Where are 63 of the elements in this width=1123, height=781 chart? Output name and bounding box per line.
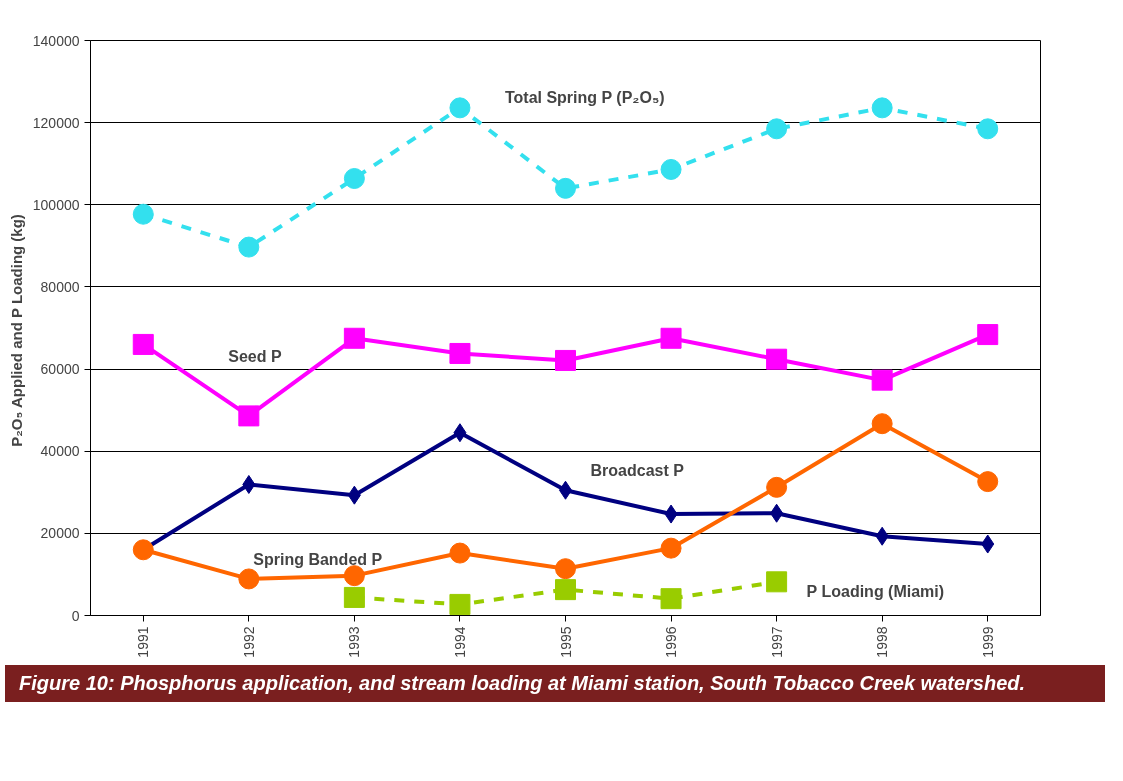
point	[449, 542, 471, 564]
point	[132, 203, 154, 225]
point	[871, 97, 893, 119]
point	[660, 537, 682, 559]
point	[664, 504, 678, 524]
point	[555, 579, 576, 601]
point	[981, 534, 995, 554]
point	[766, 118, 788, 140]
x-tick-label: 1996	[663, 626, 680, 658]
point	[977, 118, 999, 140]
point	[449, 593, 471, 615]
y-tick-label: 40000	[40, 443, 80, 460]
point	[555, 558, 576, 580]
point	[770, 503, 784, 523]
y-tick-label: 120000	[32, 114, 80, 131]
point	[343, 586, 365, 608]
point	[766, 348, 788, 370]
point	[453, 423, 467, 443]
point	[977, 471, 999, 493]
point	[343, 565, 365, 587]
y-tick-label: 20000	[40, 525, 80, 542]
series-label: P Loading (Miami)	[806, 583, 945, 601]
y-tick-label: 140000	[32, 32, 80, 49]
y-tick-label: 100000	[32, 196, 80, 213]
point	[871, 413, 893, 435]
point	[343, 327, 365, 349]
x-tick-label: 1997	[768, 626, 785, 658]
point	[242, 474, 256, 494]
point	[132, 333, 154, 355]
x-tick-label: 1998	[874, 626, 891, 658]
point	[660, 327, 682, 349]
point	[660, 158, 682, 180]
point	[977, 324, 999, 346]
series-label: Seed P	[228, 347, 282, 365]
point	[871, 369, 893, 391]
y-tick-label: 60000	[40, 361, 80, 378]
point	[238, 405, 260, 427]
x-tick-label: 1995	[557, 626, 574, 658]
series-label: Total Spring P (P₂O₅)	[504, 89, 665, 107]
point	[660, 588, 682, 610]
y-axis-title: P₂O₅ Applied and P Loading (kg)	[7, 214, 25, 447]
x-tick-label: 1999	[979, 626, 996, 658]
point	[238, 568, 260, 590]
point	[766, 571, 788, 593]
x-tick-label: 1991	[135, 626, 152, 658]
point	[766, 476, 788, 498]
point	[343, 168, 365, 189]
y-tick-label: 80000	[40, 278, 80, 295]
series-label: Spring Banded P	[253, 551, 383, 569]
point	[238, 236, 260, 258]
x-tick-label: 1992	[240, 626, 257, 658]
point	[132, 539, 154, 561]
point	[875, 526, 889, 546]
caption: Figure 10: Phosphorus application, and stream loading at Miami station, South Tobacco Creek watershed.	[19, 671, 1026, 696]
point	[347, 485, 361, 505]
series-label: Broadcast P	[590, 461, 685, 479]
x-tick-label: 1993	[346, 626, 363, 658]
point	[449, 342, 471, 364]
point	[555, 349, 576, 371]
x-tick-label: 1994	[451, 626, 468, 658]
point	[555, 177, 576, 199]
point	[449, 97, 471, 119]
y-tick-label: 0	[71, 607, 80, 624]
